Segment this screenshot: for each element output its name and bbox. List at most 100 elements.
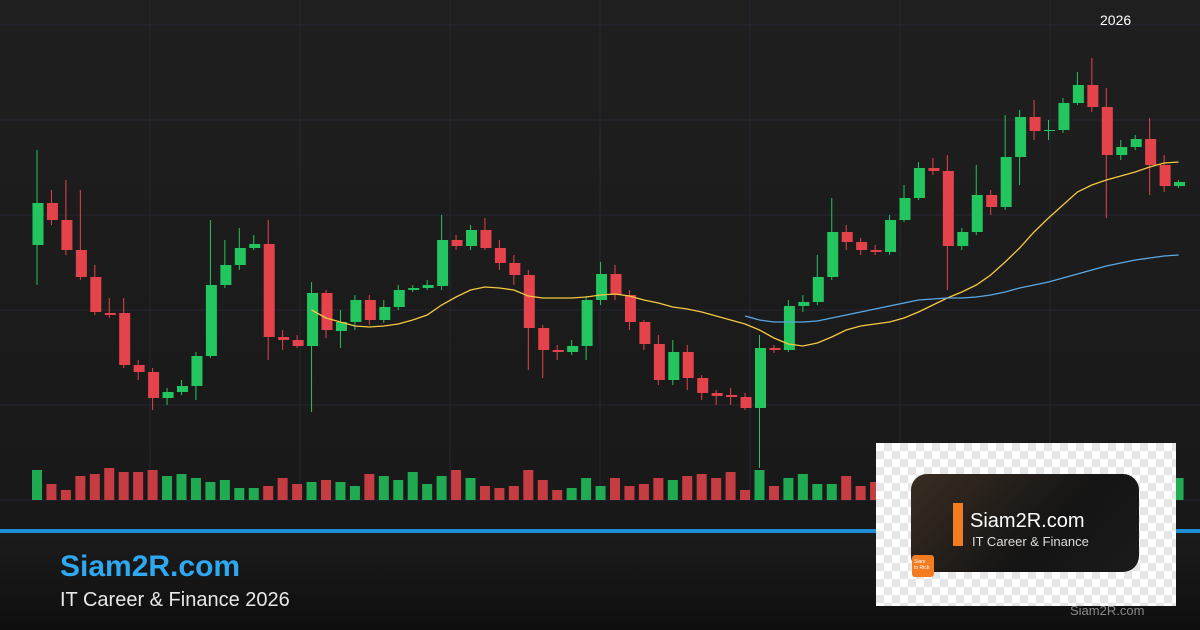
- candle-body: [249, 244, 261, 248]
- candle-body: [321, 293, 333, 330]
- candle-body: [1159, 165, 1171, 186]
- divider: [0, 529, 1200, 533]
- candle-body: [624, 295, 636, 322]
- candle-body: [870, 250, 882, 252]
- candle-body: [596, 274, 608, 300]
- volume-bar: [638, 484, 649, 500]
- candle-body: [928, 168, 940, 171]
- candle-body: [639, 322, 651, 344]
- candle-body: [1174, 182, 1186, 186]
- volume-bar: [306, 482, 317, 500]
- candle-body: [263, 244, 275, 337]
- candle-body: [957, 232, 969, 246]
- volume-bar: [797, 474, 808, 500]
- candle-body: [1101, 107, 1113, 155]
- footer-tagline: IT Career & Finance 2026: [60, 589, 290, 611]
- volume-bar: [46, 484, 57, 500]
- candle-body: [986, 195, 998, 207]
- volume-bar: [263, 486, 274, 500]
- candle-body: [1087, 85, 1099, 107]
- candle-body: [162, 392, 174, 398]
- logo-overlay: Siam2R.com IT Career & Finance Siam to Ri…: [876, 443, 1176, 606]
- volume-bar: [219, 480, 230, 500]
- volume-bar: [451, 470, 462, 500]
- volume-bar: [841, 476, 852, 500]
- candle-body: [220, 265, 232, 285]
- volume-bar: [32, 470, 42, 500]
- candle-body: [191, 356, 203, 386]
- candle-body: [234, 248, 246, 265]
- candle-body: [668, 352, 680, 380]
- candle-body: [841, 232, 853, 242]
- candle-body: [1058, 103, 1070, 130]
- candle-body: [856, 242, 868, 250]
- volume-bar: [176, 474, 187, 500]
- watermark: Siam2R.com: [1070, 603, 1145, 618]
- candle-body: [567, 346, 579, 352]
- candle-body: [885, 220, 897, 252]
- candle-body: [177, 386, 188, 392]
- volume-bar: [537, 480, 548, 500]
- candle-body: [451, 240, 463, 246]
- volume-bar: [104, 468, 115, 500]
- candle-body: [133, 365, 145, 372]
- volume-bar: [855, 486, 866, 500]
- candle-body: [523, 275, 535, 328]
- candle-body: [1000, 157, 1012, 207]
- candle-body: [610, 274, 622, 295]
- candle-body: [90, 277, 102, 312]
- volume-bar: [826, 484, 837, 500]
- candle-body: [46, 203, 58, 220]
- candle-body: [1029, 117, 1041, 131]
- volume-bar: [581, 478, 592, 500]
- candle-body: [1072, 85, 1084, 103]
- volume-bar: [479, 486, 490, 500]
- card-brand: Siam2R.com: [970, 510, 1085, 532]
- moving-average-line: [311, 161, 1179, 347]
- candle-body: [278, 337, 290, 340]
- volume-bar: [60, 490, 71, 500]
- candle-body: [755, 348, 766, 408]
- moving-average-line: [744, 254, 1179, 323]
- volume-bar: [393, 480, 404, 500]
- volume-bar: [595, 486, 606, 500]
- candle-body: [697, 378, 709, 393]
- accent-bar: [953, 503, 963, 546]
- candle-body: [538, 328, 550, 350]
- candle-body: [1145, 139, 1157, 165]
- candle-body: [422, 285, 434, 288]
- candle-body: [942, 171, 954, 246]
- volume-bar: [335, 482, 346, 500]
- candle-body: [509, 263, 521, 275]
- candle-body: [61, 220, 73, 250]
- candle-body: [148, 372, 160, 398]
- volume-bar: [754, 470, 765, 500]
- volume-bar: [292, 484, 303, 500]
- candle-body: [408, 288, 420, 290]
- card-tagline: IT Career & Finance: [972, 534, 1089, 549]
- volume-bar: [1173, 478, 1184, 500]
- volume-bar: [523, 470, 534, 500]
- volume-bar: [162, 476, 173, 500]
- volume-bar: [696, 474, 707, 500]
- volume-bar: [667, 480, 678, 500]
- volume-bar: [870, 482, 881, 500]
- candle-body: [682, 352, 694, 378]
- volume-bar: [624, 486, 635, 500]
- volume-bar: [436, 476, 447, 500]
- candle-body: [899, 198, 911, 220]
- volume-bar: [190, 478, 201, 500]
- volume-bar: [465, 478, 476, 500]
- candle-body: [480, 230, 492, 248]
- volume-bar: [508, 486, 519, 500]
- volume-bar: [133, 472, 144, 500]
- volume-bar: [407, 472, 418, 500]
- volume-bar: [89, 474, 100, 500]
- volume-bar: [147, 470, 158, 500]
- candle-body: [1015, 117, 1027, 157]
- candle-body: [971, 195, 983, 232]
- candle-body: [307, 293, 319, 346]
- candle-body: [812, 277, 824, 302]
- year-label: 2026: [1100, 12, 1132, 28]
